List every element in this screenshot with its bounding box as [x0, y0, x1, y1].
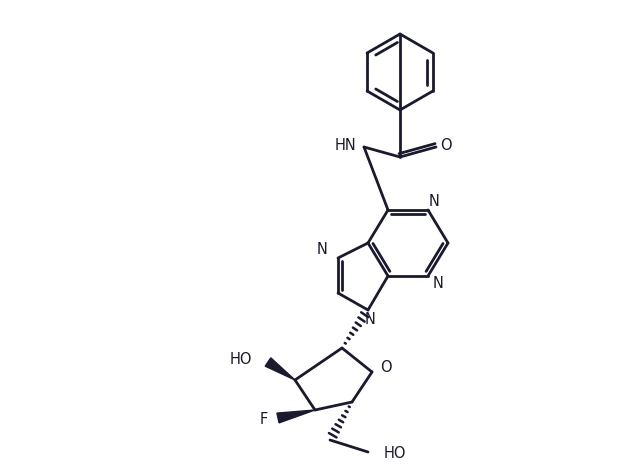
Text: N: N: [429, 195, 440, 210]
Text: N: N: [365, 313, 376, 328]
Text: HO: HO: [384, 446, 406, 462]
Polygon shape: [265, 358, 295, 380]
Text: O: O: [440, 138, 452, 152]
Text: HN: HN: [334, 138, 356, 152]
Text: N: N: [433, 276, 444, 291]
Text: O: O: [380, 360, 392, 376]
Polygon shape: [277, 410, 315, 423]
Text: N: N: [317, 243, 328, 258]
Text: HO: HO: [230, 352, 252, 368]
Text: F: F: [260, 413, 268, 428]
